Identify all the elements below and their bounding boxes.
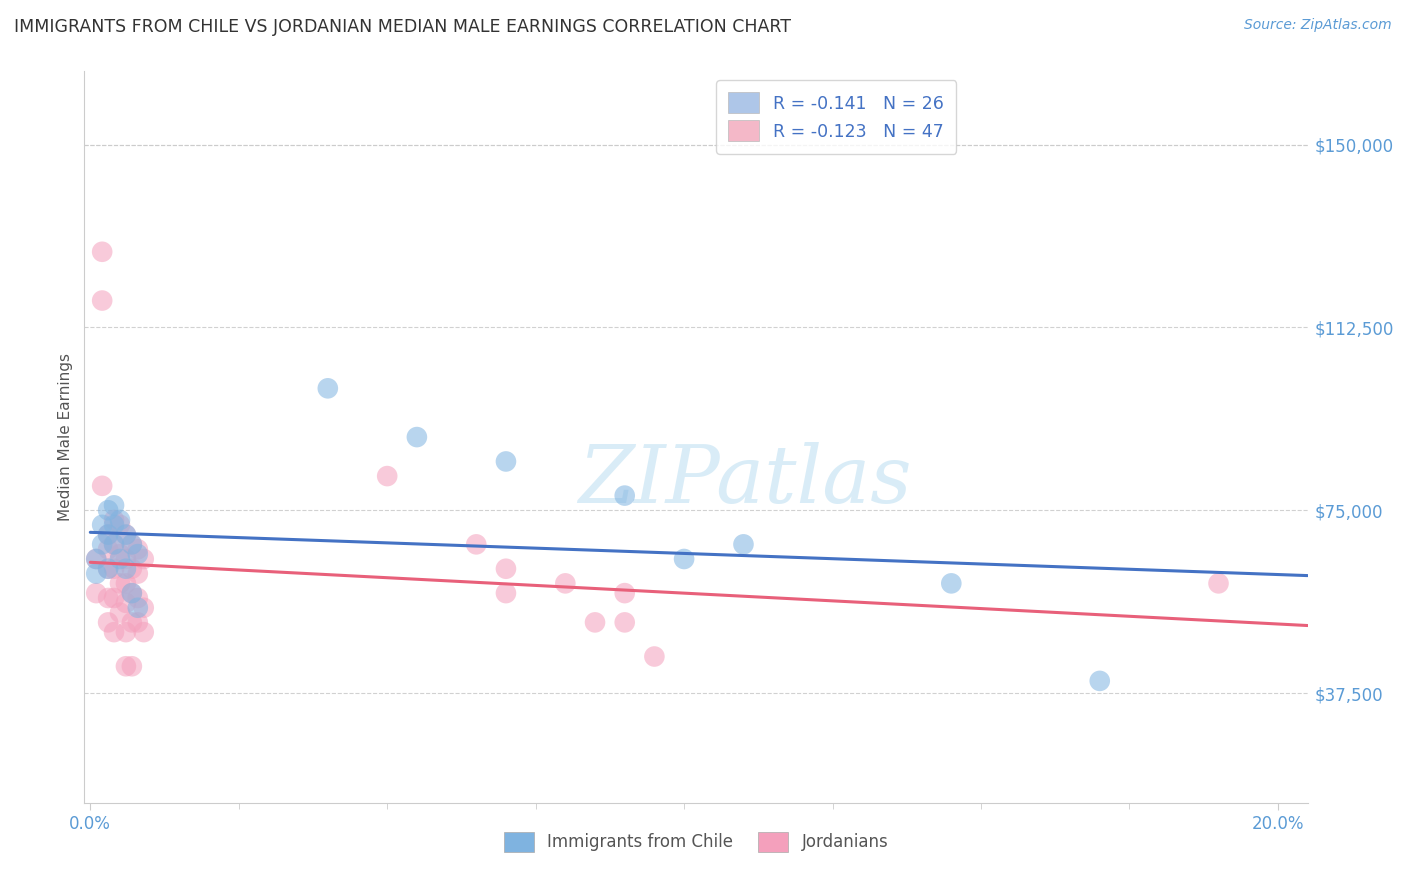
Text: Source: ZipAtlas.com: Source: ZipAtlas.com [1244,18,1392,32]
Point [97,503,120,517]
Point [132,625,155,640]
Point [127,591,149,605]
Point [97,527,120,541]
Text: ZIPatlas: ZIPatlas [578,442,911,520]
Point [97,542,120,557]
Legend: Immigrants from Chile, Jordanians: Immigrants from Chile, Jordanians [495,823,897,860]
Point [115,527,138,541]
Point [127,566,149,581]
Point [97,562,120,576]
Point [613,586,636,600]
Point [97,591,120,605]
Point [103,537,125,551]
Point [115,659,138,673]
Point [115,562,138,576]
Point [103,537,125,551]
Point [941,576,963,591]
Point [613,615,636,630]
Point [495,562,517,576]
Point [132,600,155,615]
Point [375,469,398,483]
Point [1088,673,1111,688]
Point [132,552,155,566]
Point [103,499,125,513]
Point [495,586,517,600]
Point [108,517,131,532]
Point [733,537,755,551]
Point [97,562,120,576]
Point [121,562,143,576]
Point [127,542,149,557]
Y-axis label: Median Male Earnings: Median Male Earnings [58,353,73,521]
Point [103,513,125,527]
Point [643,649,665,664]
Point [103,517,125,532]
Point [1208,576,1230,591]
Point [316,381,339,395]
Point [121,537,143,551]
Point [97,527,120,541]
Point [91,293,114,308]
Point [84,552,107,566]
Point [97,615,120,630]
Point [673,552,696,566]
Point [108,547,131,561]
Point [103,625,125,640]
Point [121,586,143,600]
Point [84,552,107,566]
Point [115,596,138,610]
Point [554,576,576,591]
Point [613,489,636,503]
Point [115,625,138,640]
Point [495,454,517,468]
Point [91,479,114,493]
Point [84,566,107,581]
Point [115,527,138,541]
Point [91,244,114,259]
Point [108,576,131,591]
Point [406,430,429,444]
Point [121,615,143,630]
Point [91,517,114,532]
Point [121,586,143,600]
Point [84,586,107,600]
Point [103,591,125,605]
Point [121,537,143,551]
Point [121,659,143,673]
Point [91,537,114,551]
Point [103,562,125,576]
Point [127,615,149,630]
Point [115,552,138,566]
Point [108,552,131,566]
Point [108,606,131,620]
Point [127,600,149,615]
Point [115,576,138,591]
Point [583,615,606,630]
Point [465,537,488,551]
Text: IMMIGRANTS FROM CHILE VS JORDANIAN MEDIAN MALE EARNINGS CORRELATION CHART: IMMIGRANTS FROM CHILE VS JORDANIAN MEDIA… [14,18,792,36]
Point [127,547,149,561]
Point [108,513,131,527]
